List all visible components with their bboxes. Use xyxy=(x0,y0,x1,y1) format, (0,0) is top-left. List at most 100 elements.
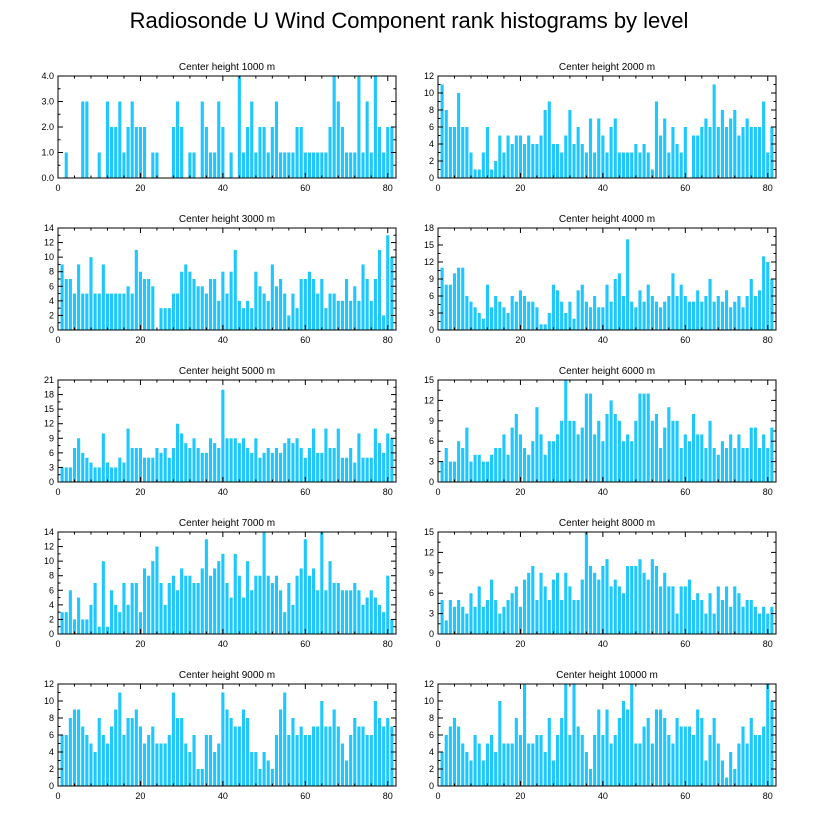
bar xyxy=(580,735,584,786)
bar xyxy=(712,448,716,482)
bar xyxy=(716,127,720,178)
bar xyxy=(469,593,473,634)
bar xyxy=(679,448,683,482)
y-tick-label: 3.0 xyxy=(41,97,54,107)
bar xyxy=(171,448,175,482)
bar xyxy=(299,448,303,482)
bar xyxy=(555,144,560,178)
bar xyxy=(200,452,204,482)
bar xyxy=(316,452,320,482)
bar xyxy=(700,434,704,482)
bar xyxy=(138,127,142,178)
bar xyxy=(564,684,568,786)
bar xyxy=(312,152,316,178)
bar xyxy=(465,613,469,634)
bar xyxy=(147,279,151,330)
bar xyxy=(564,572,568,634)
bar xyxy=(373,428,377,482)
bar xyxy=(683,726,687,786)
bar xyxy=(490,169,494,178)
bar xyxy=(626,152,630,178)
bar xyxy=(299,726,303,786)
bar xyxy=(716,743,720,786)
bar xyxy=(605,152,609,178)
bar xyxy=(163,448,167,482)
y-tick-label: 6 xyxy=(49,448,54,458)
bar xyxy=(241,308,246,330)
bar xyxy=(151,152,155,178)
y-tick-label: 18 xyxy=(424,223,434,233)
bar xyxy=(448,461,452,482)
bar xyxy=(502,434,506,482)
panel-title: Center height 2000 m xyxy=(559,62,655,73)
bar xyxy=(720,760,724,786)
bar xyxy=(576,290,580,330)
bar xyxy=(217,448,221,482)
bar xyxy=(741,726,745,786)
bar xyxy=(659,307,663,330)
bar xyxy=(568,110,572,178)
bar xyxy=(461,127,465,178)
panel-2: Center height 2000 m 0 20 40 60 80 0 2 4 6 8 10 12 xyxy=(424,62,777,193)
bar xyxy=(737,296,741,330)
bar xyxy=(147,735,151,786)
bar xyxy=(221,692,225,786)
bar xyxy=(737,743,741,786)
bar xyxy=(613,735,617,786)
bar xyxy=(122,462,126,482)
bar xyxy=(365,101,369,178)
bar xyxy=(241,152,246,178)
bar xyxy=(266,760,270,786)
bar xyxy=(440,600,444,634)
bar xyxy=(336,428,340,482)
y-tick-label: 10 xyxy=(44,556,54,566)
bar xyxy=(572,600,576,634)
bar xyxy=(60,612,64,634)
bar xyxy=(531,743,535,786)
bar xyxy=(757,448,762,482)
bar xyxy=(457,267,461,330)
bar xyxy=(118,457,122,482)
bar xyxy=(361,604,365,634)
bar xyxy=(307,448,311,482)
bar xyxy=(543,752,547,786)
bar xyxy=(349,590,353,634)
bar xyxy=(303,735,307,786)
bar xyxy=(696,290,700,330)
bar xyxy=(584,393,588,482)
y-tick-label: 6 xyxy=(429,122,434,132)
bar xyxy=(340,743,344,786)
bar xyxy=(597,420,601,482)
y-tick-label: 6 xyxy=(429,588,434,598)
bar xyxy=(609,586,613,634)
bar xyxy=(382,452,386,482)
bar xyxy=(654,301,659,330)
bar xyxy=(770,279,774,330)
bar xyxy=(208,575,213,634)
y-tick-label: 2 xyxy=(429,764,434,774)
bar xyxy=(126,127,130,178)
bar xyxy=(316,293,320,330)
bar xyxy=(601,441,605,482)
bar xyxy=(584,152,588,178)
bar xyxy=(700,301,704,330)
y-tick-label: 10 xyxy=(44,252,54,262)
bar xyxy=(572,144,576,178)
y-tick-label: 3 xyxy=(429,609,434,619)
bar xyxy=(555,290,560,330)
bar xyxy=(770,427,774,482)
bar xyxy=(601,135,605,178)
bar xyxy=(237,76,241,178)
bar xyxy=(332,709,336,786)
y-tick-label: 0 xyxy=(49,629,54,639)
bar xyxy=(518,135,522,178)
bar xyxy=(448,726,452,786)
bar xyxy=(254,575,258,634)
y-tick-label: 2 xyxy=(49,614,54,624)
y-tick-label: 0.0 xyxy=(41,173,54,183)
bar xyxy=(270,127,274,178)
bar xyxy=(246,718,250,786)
bar xyxy=(749,427,753,482)
bar xyxy=(353,152,357,178)
bar xyxy=(473,454,477,482)
